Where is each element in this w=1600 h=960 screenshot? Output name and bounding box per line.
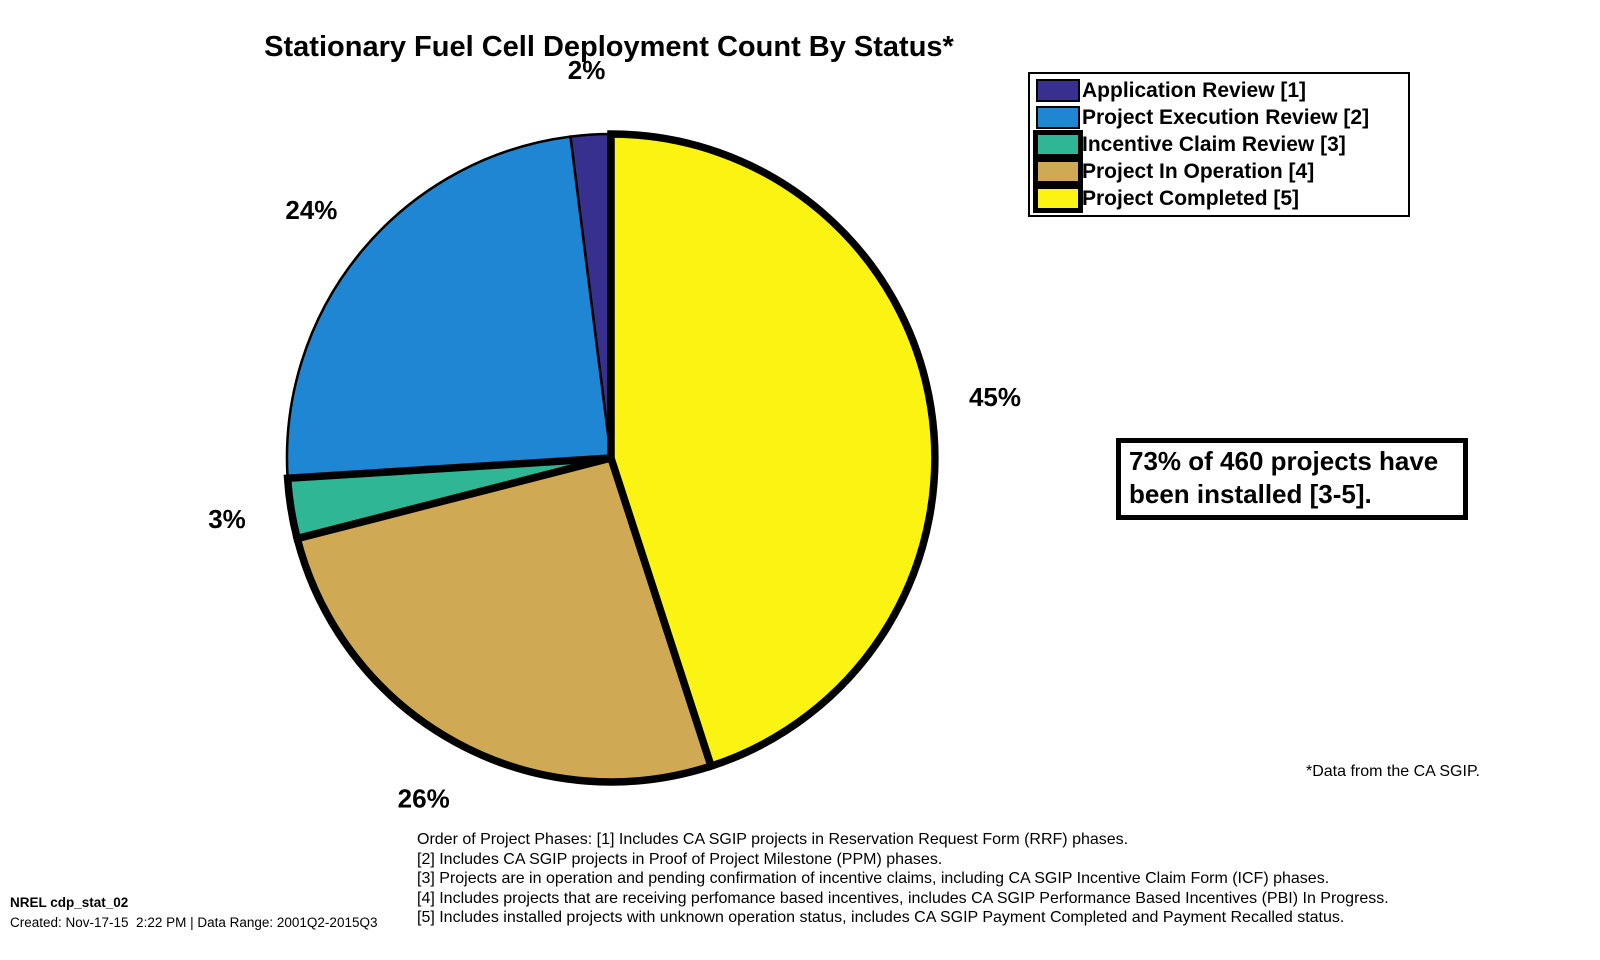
footnote-line-3: [3] Projects are in operation and pendin…: [417, 870, 1330, 887]
pie-slice-2: [285, 135, 613, 480]
legend-swatch-3: [1033, 130, 1083, 159]
footnote-line-1: Order of Project Phases: [1] Includes CA…: [417, 831, 1129, 848]
chart-title: Stationary Fuel Cell Deployment Count By…: [264, 31, 954, 63]
legend-label-3: Incentive Claim Review [3]: [1082, 133, 1346, 156]
legend-label-5: Project Completed [5]: [1082, 187, 1300, 210]
figure-footer: NREL cdp_stat_02 Created: Nov-17-15 2:22…: [10, 893, 377, 933]
legend-item-1: Application Review [1]: [1034, 77, 1406, 104]
legend-item-5: Project Completed [5]: [1033, 184, 1406, 213]
legend-swatch-1: [1036, 79, 1080, 102]
legend-item-2: Project Execution Review [2]: [1034, 104, 1406, 131]
legend-swatch-5: [1033, 184, 1083, 213]
legend-item-4: Project In Operation [4]: [1033, 157, 1406, 186]
footnote-line-2: [2] Includes CA SGIP projects in Proof o…: [417, 850, 943, 868]
annotation-text: 73% of 460 projects have been installed …: [1129, 446, 1439, 509]
annotation-box: 73% of 460 projects have been installed …: [1116, 438, 1468, 520]
figure-id: NREL cdp_stat_02: [10, 895, 129, 910]
legend-label-1: Application Review [1]: [1082, 79, 1307, 102]
footnotes: Order of Project Phases: [1] Includes CA…: [417, 830, 1389, 928]
legend: Application Review [1] Project Execution …: [1028, 72, 1410, 217]
legend-label-2: Project Execution Review [2]: [1082, 106, 1370, 129]
slice-percent-label-1: 2%: [568, 55, 606, 85]
pie-slice-5: [607, 130, 939, 771]
footnote-line-4: [4] Includes projects that are receiving…: [417, 889, 1389, 907]
created-info: Created: Nov-17-15 2:22 PM | Data Range:…: [10, 915, 378, 930]
footnote-line-5: [5] Includes installed projects with unk…: [417, 909, 1345, 926]
legend-label-4: Project In Operation [4]: [1082, 160, 1315, 183]
pie-slice-4: [292, 453, 716, 786]
legend-swatch-2: [1036, 106, 1080, 129]
source-note: *Data from the CA SGIP.: [1305, 763, 1480, 780]
legend-swatch-4: [1033, 157, 1083, 186]
slice-percent-label-5: 45%: [969, 382, 1021, 412]
slice-percent-label-2: 24%: [285, 195, 337, 225]
slice-percent-label-3: 3%: [208, 504, 246, 534]
legend-item-3: Incentive Claim Review [3]: [1033, 130, 1406, 159]
slice-percent-label-4: 26%: [398, 784, 450, 814]
